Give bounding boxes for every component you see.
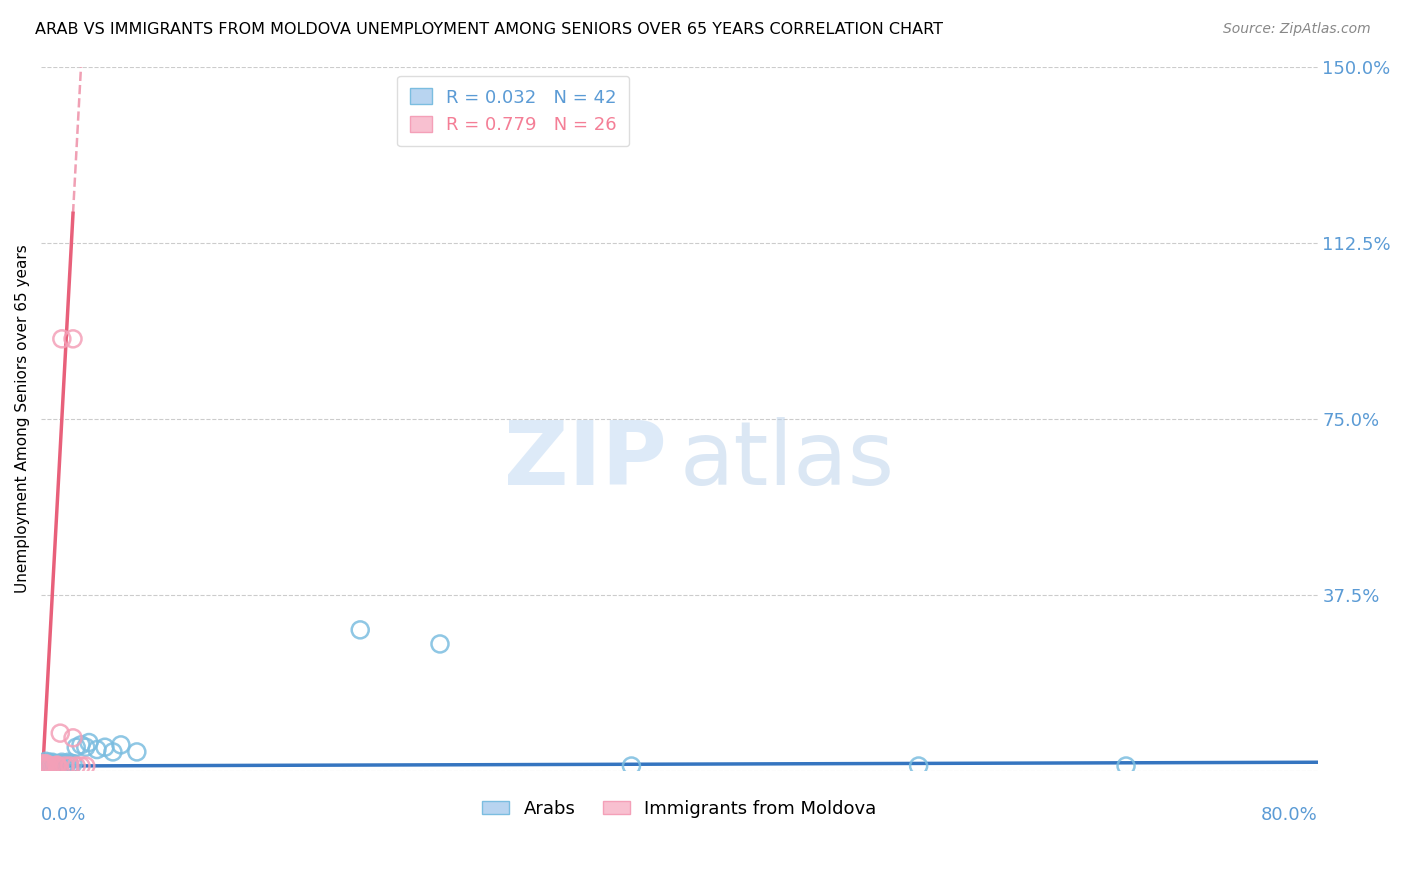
Point [35, 759, 58, 773]
Point [1115, 759, 1137, 773]
Point [70, 759, 93, 773]
Point [35, 756, 58, 771]
Point [49, 756, 72, 771]
Point [110, 738, 132, 752]
Point [31, 756, 53, 771]
Point [55, 756, 77, 771]
Point [37, 758, 59, 772]
Point [37, 760, 59, 774]
Point [58, 756, 80, 770]
Point [34, 758, 56, 772]
Point [34, 758, 56, 772]
Point [42, 760, 65, 774]
Point [52, 758, 75, 772]
Point [75, 759, 97, 773]
Point [75, 740, 97, 755]
Point [39, 756, 62, 771]
Point [35, 759, 58, 773]
Legend: Arabs, Immigrants from Moldova: Arabs, Immigrants from Moldova [475, 793, 883, 825]
Point [39, 760, 62, 774]
Point [620, 759, 643, 773]
Point [31, 759, 53, 773]
Point [41, 759, 63, 773]
Point [34, 759, 56, 773]
Point [42, 756, 65, 771]
Point [31, 756, 53, 771]
Point [42, 759, 65, 773]
Point [349, 623, 371, 637]
Point [51, 332, 73, 346]
Point [37, 759, 59, 773]
Point [35, 754, 58, 768]
Text: ARAB VS IMMIGRANTS FROM MOLDOVA UNEMPLOYMENT AMONG SENIORS OVER 65 YEARS CORRELA: ARAB VS IMMIGRANTS FROM MOLDOVA UNEMPLOY… [35, 22, 943, 37]
Point [429, 637, 451, 651]
Point [907, 759, 929, 773]
Point [49, 726, 72, 740]
Point [59, 758, 82, 772]
Point [38, 756, 60, 770]
Point [46, 759, 69, 773]
Point [34, 760, 56, 774]
Point [46, 759, 69, 773]
Point [53, 759, 76, 773]
Point [65, 759, 87, 773]
Point [48, 760, 70, 774]
Text: 0.0%: 0.0% [41, 805, 87, 824]
Point [77, 735, 100, 749]
Text: atlas: atlas [679, 417, 894, 504]
Point [46, 758, 69, 772]
Point [53, 759, 76, 773]
Point [51, 756, 73, 770]
Point [38, 758, 60, 772]
Point [34, 760, 56, 774]
Point [59, 759, 82, 773]
Point [31, 759, 53, 773]
Point [62, 332, 84, 346]
Point [62, 756, 84, 771]
Text: ZIP: ZIP [503, 417, 666, 504]
Point [41, 756, 63, 770]
Point [101, 745, 124, 759]
Text: Source: ZipAtlas.com: Source: ZipAtlas.com [1223, 22, 1371, 37]
Point [65, 740, 87, 755]
Point [70, 738, 93, 752]
Point [37, 756, 59, 771]
Point [44, 759, 66, 773]
Point [38, 759, 60, 773]
Point [44, 758, 66, 772]
Text: 80.0%: 80.0% [1261, 805, 1317, 824]
Point [48, 758, 70, 772]
Point [41, 758, 63, 772]
Point [86, 742, 108, 756]
Point [46, 756, 69, 771]
Point [62, 731, 84, 745]
Point [94, 740, 117, 755]
Point [39, 759, 62, 773]
Point [125, 745, 148, 759]
Y-axis label: Unemployment Among Seniors over 65 years: Unemployment Among Seniors over 65 years [15, 244, 30, 593]
